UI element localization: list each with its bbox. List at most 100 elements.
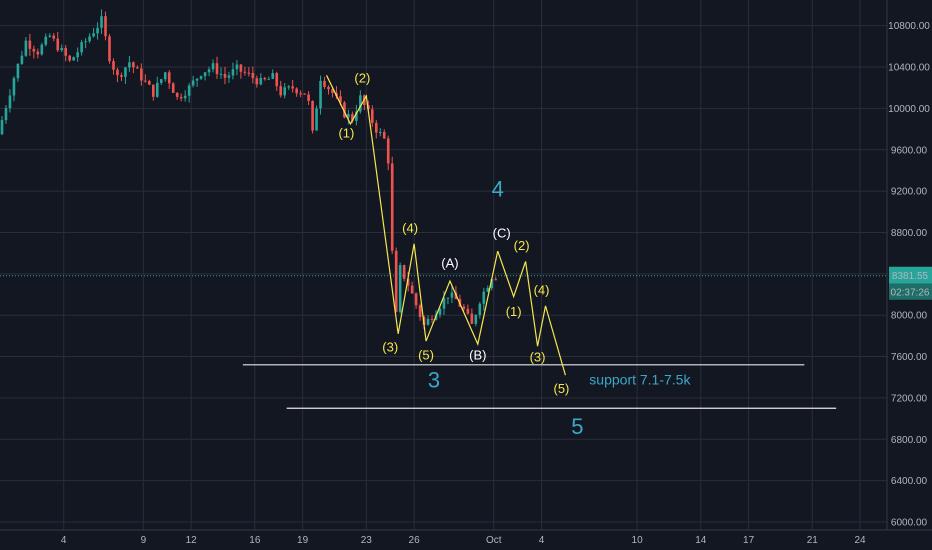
y-tick-label: 10400.00 — [888, 63, 930, 74]
candle-body — [20, 55, 24, 64]
candle-body — [378, 131, 382, 133]
wave-degree-label: 4 — [492, 176, 504, 201]
candle-body — [478, 303, 482, 315]
candle-body — [263, 77, 267, 80]
candle-body — [355, 111, 358, 121]
candle-body — [239, 64, 243, 72]
wave-label: (B) — [469, 348, 486, 363]
candle-body — [159, 79, 163, 83]
price-axis[interactable]: 6000.00 6400.00 6800.00 7200.00 7600.00 8000.… — [888, 21, 930, 528]
y-tick-label: 6800.00 — [891, 435, 928, 446]
candle-body — [371, 109, 374, 123]
wave-label: (C) — [493, 226, 511, 241]
candle-body — [72, 57, 75, 61]
candle-body — [386, 138, 390, 164]
y-tick-label: 10000.00 — [888, 104, 930, 115]
candle-body — [116, 69, 119, 76]
candle-body — [406, 278, 410, 286]
candle-body — [84, 41, 87, 43]
last-price-value: 8381.55 — [892, 271, 929, 282]
candle-body — [144, 80, 147, 82]
candle-body — [303, 93, 306, 95]
candle-body — [295, 88, 298, 94]
countdown-tag-bg — [889, 283, 932, 300]
candle-body — [44, 36, 48, 45]
candle-body — [343, 102, 346, 118]
candle-body — [136, 67, 139, 69]
last-price-tag: 8381.55 02:37:26 — [889, 266, 932, 300]
candle-body — [247, 72, 251, 74]
candle-body — [227, 75, 231, 78]
wave-label: (5) — [553, 381, 569, 396]
wave-drawings — [0, 75, 887, 409]
candle-body — [311, 100, 314, 131]
x-tick-label: 24 — [855, 535, 867, 546]
candle-body — [211, 63, 215, 70]
wave-label: (5) — [418, 348, 434, 363]
candle-body — [450, 292, 454, 298]
candle-body — [124, 67, 127, 77]
candle-body — [331, 89, 334, 93]
candle-body — [470, 313, 474, 324]
candle-body — [16, 63, 20, 79]
candle-body — [148, 81, 151, 85]
candle-body — [351, 114, 354, 121]
candle-body — [60, 47, 64, 51]
wave-degree-label: 3 — [428, 368, 440, 393]
wave-label: (2) — [354, 71, 370, 86]
candle-body — [167, 72, 171, 84]
projection-line — [497, 250, 566, 376]
y-tick-label: 8800.00 — [891, 228, 928, 239]
candlesticks — [0, 9, 498, 330]
y-tick-label: 7200.00 — [891, 393, 928, 404]
candle-body — [490, 279, 494, 289]
grid — [0, 0, 887, 530]
x-tick-label: 10 — [632, 535, 644, 546]
y-tick-label: 7600.00 — [891, 352, 928, 363]
candle-body — [12, 78, 16, 96]
y-tick-label: 6400.00 — [891, 476, 928, 487]
candle-body — [40, 44, 44, 55]
candle-body — [48, 35, 52, 37]
candle-body — [28, 40, 32, 49]
x-tick-label: 4 — [61, 535, 67, 546]
last-price-tag-bg — [889, 266, 932, 284]
candle-body — [88, 36, 91, 42]
y-tick-label: 10800.00 — [888, 21, 930, 32]
candle-body — [430, 318, 434, 320]
candle-body — [382, 131, 386, 139]
candle-body — [203, 72, 207, 77]
candle-body — [152, 84, 155, 97]
candle-body — [494, 279, 498, 281]
candle-body — [486, 288, 490, 292]
x-tick-label: 21 — [807, 535, 819, 546]
candle-body — [418, 305, 422, 317]
candle-body — [251, 72, 255, 79]
wave-count-line — [325, 75, 499, 347]
candle-body — [462, 306, 466, 309]
candle-body — [163, 72, 167, 80]
wave-label: (3) — [382, 339, 398, 354]
candle-body — [175, 92, 179, 97]
candle-body — [466, 308, 470, 314]
candle-body — [279, 86, 283, 96]
candle-body — [100, 16, 103, 28]
y-tick-label: 9200.00 — [891, 187, 928, 198]
candle-body — [104, 16, 107, 37]
x-tick-label: 4 — [539, 535, 545, 546]
candle-body — [36, 51, 40, 55]
candle-body — [323, 80, 326, 87]
candle-body — [339, 96, 342, 103]
x-tick-label: 26 — [409, 535, 421, 546]
candle-body — [315, 108, 318, 131]
candle-body — [112, 61, 115, 70]
candle-body — [92, 33, 95, 37]
candle-body — [8, 95, 12, 109]
time-axis[interactable]: 4 9 12 16 19 23 26 Oct 4 10 14 17 21 24 — [61, 535, 866, 546]
candle-body — [287, 86, 290, 88]
candle-body — [442, 298, 446, 309]
candle-body — [398, 265, 402, 312]
candle-body — [4, 108, 8, 121]
